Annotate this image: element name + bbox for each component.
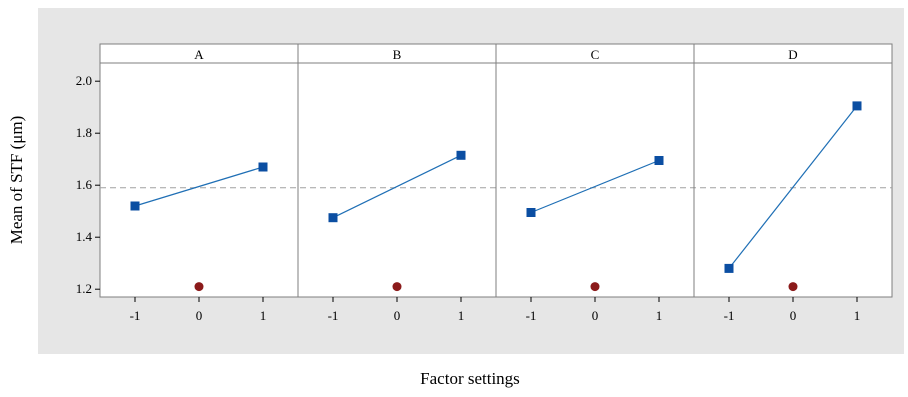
- series-line-b: [332, 154, 462, 219]
- panel-label-b: B: [393, 47, 402, 62]
- center-point-b: [392, 282, 402, 292]
- data-point-a-0: [130, 201, 140, 211]
- x-tick-label: 0: [196, 308, 203, 323]
- series-line-c: [530, 159, 660, 214]
- x-tick-label: -1: [328, 308, 339, 323]
- y-tick-label: 1.2: [76, 281, 92, 296]
- data-point-d-0: [724, 263, 734, 273]
- x-tick-label: 0: [790, 308, 797, 323]
- x-tick-label: 1: [260, 308, 267, 323]
- series-line-d: [728, 105, 858, 269]
- x-tick-label: -1: [130, 308, 141, 323]
- data-point-b-0: [328, 213, 338, 223]
- data-point-d-1: [852, 101, 862, 111]
- panel-label-c: C: [591, 47, 600, 62]
- center-point-d: [788, 282, 798, 292]
- panel-label-d: D: [788, 47, 797, 62]
- y-tick-label: 1.4: [76, 229, 93, 244]
- x-tick-label: 1: [854, 308, 861, 323]
- x-tick-label: 0: [592, 308, 599, 323]
- x-tick-label: -1: [724, 308, 735, 323]
- data-point-b-1: [456, 150, 466, 160]
- series-line-a: [134, 166, 264, 207]
- x-tick-label: 0: [394, 308, 401, 323]
- y-tick-label: 1.8: [76, 125, 92, 140]
- data-point-c-1: [654, 156, 664, 165]
- center-point-a: [194, 282, 204, 292]
- data-point-c-0: [526, 208, 536, 217]
- y-axis-title: Mean of STF (μm): [7, 116, 26, 245]
- y-tick-label: 2.0: [76, 73, 92, 88]
- center-point-c: [590, 282, 600, 292]
- x-axis-title: Factor settings: [420, 369, 520, 388]
- panel-label-a: A: [194, 47, 204, 62]
- data-point-a-1: [258, 162, 268, 172]
- y-tick-label: 1.6: [76, 177, 93, 192]
- x-tick-label: -1: [526, 308, 537, 323]
- x-tick-label: 1: [656, 308, 663, 323]
- x-tick-label: 1: [458, 308, 465, 323]
